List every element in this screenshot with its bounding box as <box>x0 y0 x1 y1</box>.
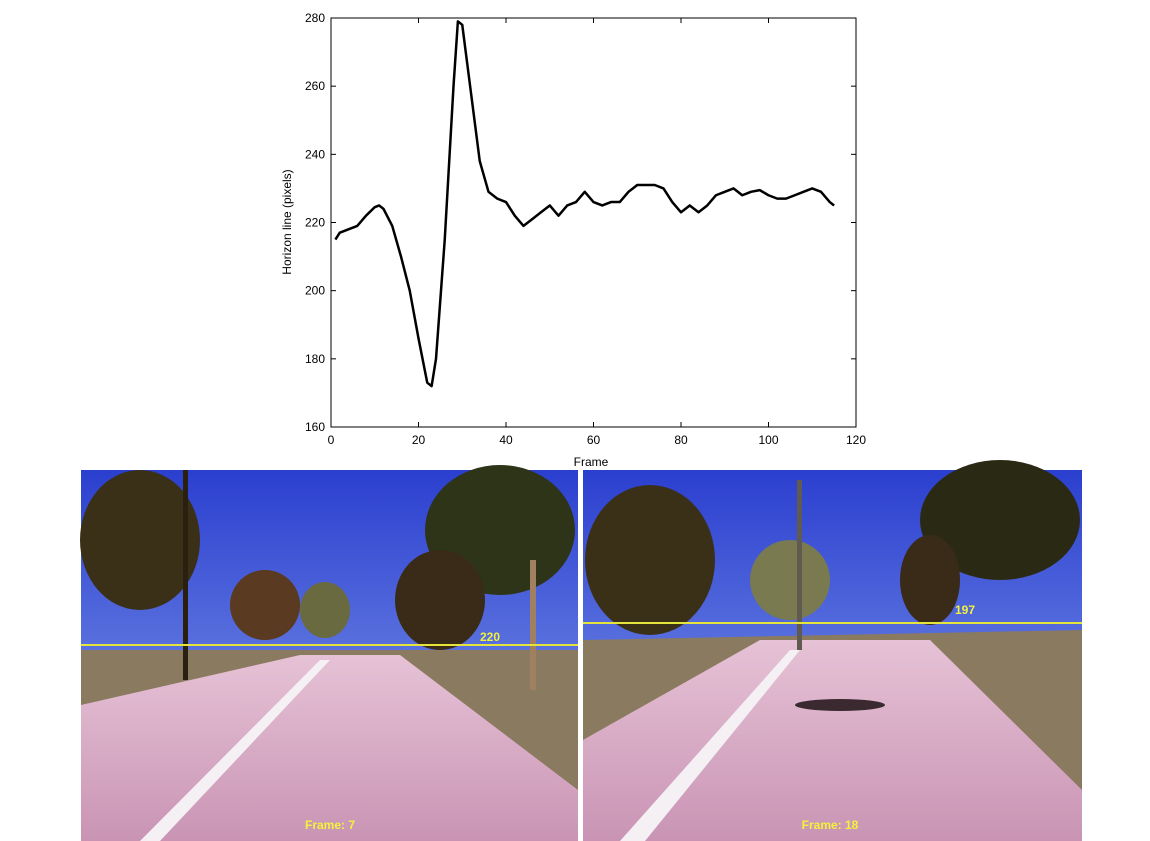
x-tick-label: 100 <box>758 433 778 447</box>
frame-label: Frame: 18 <box>802 818 859 832</box>
y-tick-label: 220 <box>305 216 325 230</box>
horizon-label: 220 <box>480 630 500 644</box>
x-tick-label: 60 <box>587 433 601 447</box>
x-tick-label: 0 <box>328 433 335 447</box>
y-axis-label: Horizon line (pixels) <box>280 169 294 274</box>
plot-frame <box>331 18 856 427</box>
x-tick-label: 120 <box>846 433 866 447</box>
y-tick-label: 200 <box>305 284 325 298</box>
figure: 220 Frame: 7 197 Frame: 18 Frame Horizon… <box>0 0 1150 841</box>
y-tick-label: 240 <box>305 147 325 161</box>
x-tick-label: 40 <box>499 433 513 447</box>
horizon-label: 197 <box>955 603 975 617</box>
y-tick-label: 280 <box>305 11 325 25</box>
photo-right <box>583 460 1082 841</box>
y-tick-label: 260 <box>305 79 325 93</box>
y-tick-label: 180 <box>305 352 325 366</box>
page: 220 Frame: 7 197 Frame: 18 Frame Horizon… <box>0 0 1150 841</box>
x-tick-label: 20 <box>412 433 426 447</box>
y-tick-label: 160 <box>305 420 325 434</box>
frame-label: Frame: 7 <box>305 818 355 832</box>
photo-left <box>80 465 578 841</box>
x-axis-label: Frame <box>574 455 609 469</box>
x-tick-label: 80 <box>674 433 688 447</box>
